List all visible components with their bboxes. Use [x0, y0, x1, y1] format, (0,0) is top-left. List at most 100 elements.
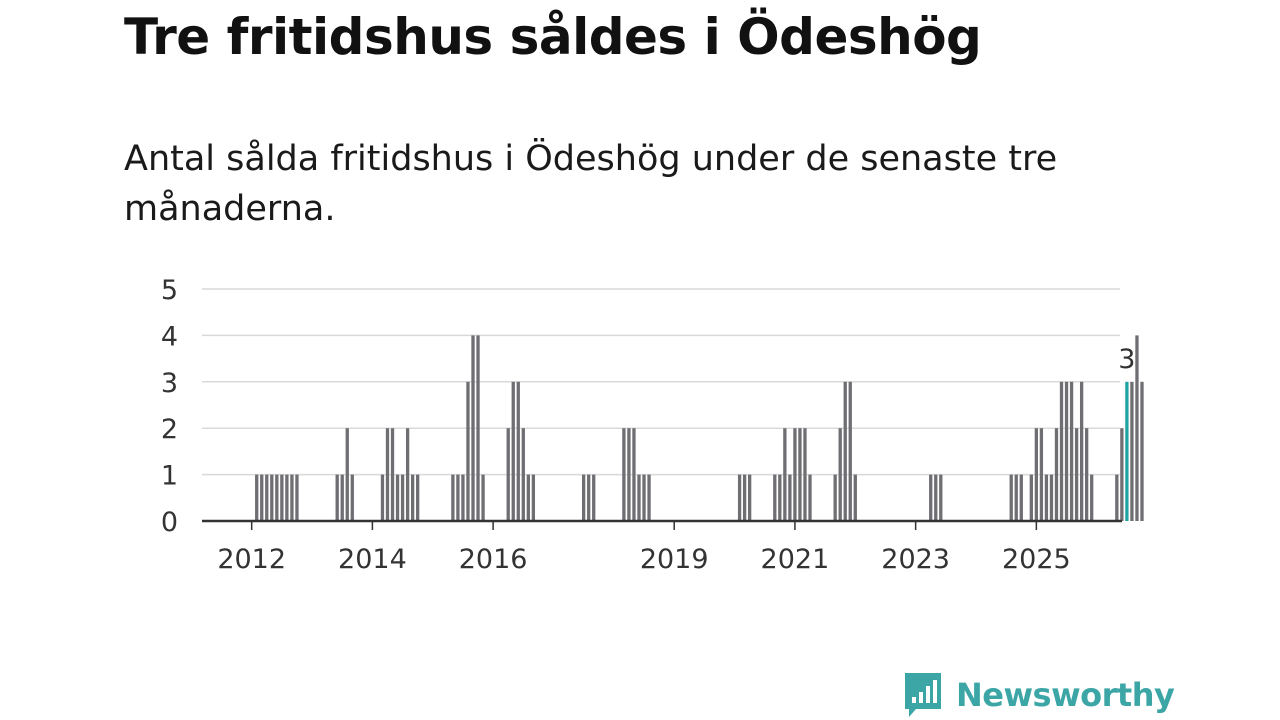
bar [748, 474, 752, 521]
bar [1074, 428, 1079, 521]
bar [1039, 428, 1044, 521]
bar [416, 474, 420, 521]
bar [400, 474, 405, 521]
bar [1014, 474, 1018, 521]
y-tick-label: 1 [161, 461, 178, 492]
bar [632, 428, 636, 521]
bar [742, 474, 747, 521]
bar [516, 381, 520, 521]
y-tick-label: 4 [161, 321, 178, 352]
bar [798, 428, 802, 521]
bar [793, 428, 797, 521]
bar [405, 428, 410, 521]
bar [788, 474, 792, 521]
bar-chart: 0 1 2 3 4 5 2012 2014 2016 2019 2021 2023 2025 3 [161, 275, 1144, 575]
bar [270, 474, 274, 521]
bar [476, 335, 480, 521]
bar [466, 381, 470, 521]
bar [280, 474, 284, 521]
bar [582, 474, 586, 521]
bar [737, 474, 742, 521]
bar [511, 381, 515, 521]
bar [1064, 381, 1069, 521]
bar [1029, 474, 1033, 521]
bar [1009, 474, 1013, 521]
bar [456, 474, 460, 521]
bar [385, 428, 390, 521]
bar [1059, 381, 1064, 521]
bar [451, 474, 455, 521]
bar [521, 428, 525, 521]
bar [637, 474, 641, 521]
bar [848, 381, 852, 521]
bar [410, 474, 415, 521]
bar [647, 474, 651, 521]
bar [1044, 474, 1049, 521]
bar [833, 474, 837, 521]
bar [1054, 428, 1059, 521]
y-tick-label: 5 [161, 275, 178, 306]
bar [622, 428, 626, 521]
bar [1049, 474, 1054, 521]
bar [1115, 474, 1119, 521]
bar [838, 428, 842, 521]
bar [803, 428, 807, 521]
x-tick-label: 2016 [459, 544, 528, 575]
bar [285, 474, 289, 521]
bar [934, 474, 938, 521]
bar [345, 428, 349, 521]
bar [471, 335, 475, 521]
bar [808, 474, 812, 521]
chart-subtitle: Antal sålda fritidshus i Ödeshög under d… [124, 139, 1058, 229]
bar [1135, 335, 1139, 521]
y-tick-label: 3 [161, 368, 178, 399]
bar [783, 428, 787, 521]
bar [1019, 474, 1023, 521]
bar [295, 474, 299, 521]
bar [290, 474, 294, 521]
bar [350, 474, 354, 521]
bar [335, 474, 339, 521]
bar [1090, 474, 1094, 521]
bar [929, 474, 933, 521]
y-tick-label: 0 [161, 507, 178, 538]
bar [260, 474, 264, 521]
bar [380, 474, 385, 521]
x-tick-label: 2025 [1002, 544, 1071, 575]
highlight-value-label: 3 [1118, 344, 1135, 375]
bar [255, 474, 259, 521]
x-tick-label: 2012 [217, 544, 286, 575]
bar [395, 474, 400, 521]
bars [255, 335, 1144, 521]
bar [390, 428, 395, 521]
bar [627, 428, 631, 521]
newsworthy-logo-icon [905, 673, 941, 717]
bar [642, 474, 646, 521]
bar [1085, 428, 1089, 521]
bar [1130, 381, 1134, 521]
data-labels: 3 [1118, 344, 1135, 375]
newsworthy-logo: Newsworthy [902, 670, 1175, 720]
bar [939, 474, 943, 521]
bar [265, 474, 269, 521]
bar [843, 381, 847, 521]
bar [526, 474, 530, 521]
bar [481, 474, 485, 521]
x-tick-label: 2023 [881, 544, 950, 575]
y-tick-label: 2 [161, 414, 178, 445]
bar [340, 474, 344, 521]
x-tick-label: 2014 [338, 544, 407, 575]
bar-highlight [1125, 381, 1129, 521]
newsworthy-logo-text: Newsworthy [956, 676, 1175, 714]
bar [1069, 381, 1074, 521]
bar [587, 474, 591, 521]
bar [778, 474, 782, 521]
bar [773, 474, 777, 521]
bar [592, 474, 596, 521]
y-axis-ticks: 0 1 2 3 4 5 [161, 275, 178, 538]
bar [1140, 381, 1144, 521]
bar [853, 474, 857, 521]
x-tick-label: 2021 [761, 544, 830, 575]
bar [1079, 381, 1084, 521]
bar [506, 428, 510, 521]
